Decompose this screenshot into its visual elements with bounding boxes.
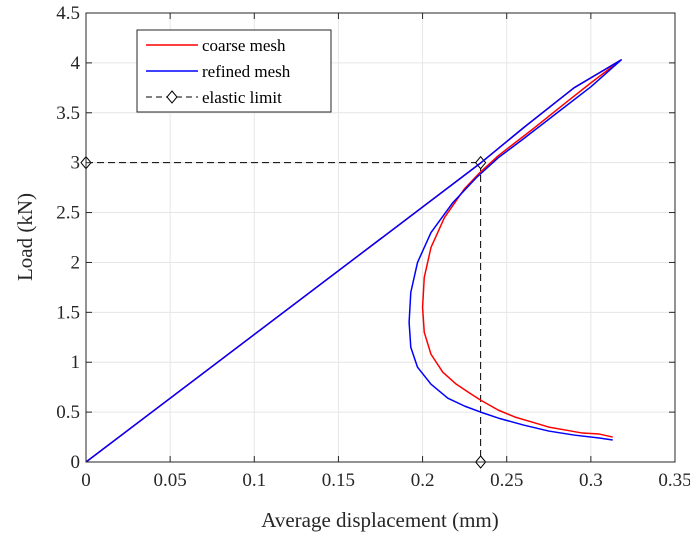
plot-frame	[85, 12, 676, 463]
y-tick-label: 0.5	[56, 402, 80, 423]
y-tick-label: 4.5	[56, 3, 80, 24]
x-tick-label: 0.25	[490, 470, 523, 491]
x-axis-label: Average displacement (mm)	[261, 508, 499, 532]
ticks	[85, 12, 676, 463]
y-tick-label: 4	[71, 53, 81, 74]
y-tick-label: 1	[71, 352, 81, 373]
legend-label-elastic: elastic limit	[202, 88, 282, 107]
x-tick-label: 0.2	[411, 470, 435, 491]
y-tick-label: 1.5	[56, 302, 80, 323]
y-tick-label: 2	[71, 252, 81, 273]
y-tick-label: 2.5	[56, 203, 80, 224]
y-tick-label: 3	[71, 153, 81, 174]
legend-marker-diamond	[166, 90, 178, 104]
y-tick-label: 0	[71, 452, 81, 473]
x-tick-label: 0.35	[658, 470, 690, 491]
x-tick-label: 0.3	[579, 470, 603, 491]
x-tick-label: 0.1	[242, 470, 266, 491]
x-tick-label: 0.15	[322, 470, 355, 491]
legend-label-refined: refined mesh	[202, 62, 291, 81]
legend: coarse mesh refined mesh elastic limit	[136, 29, 332, 113]
y-axis-label: Load (kN)	[13, 193, 37, 281]
series-line-refined-mesh	[85, 59, 622, 463]
x-tick-labels: 0 0.05 0.1 0.15 0.2 0.25 0.3 0.35	[81, 470, 690, 491]
y-tick-label: 3.5	[56, 103, 80, 124]
y-tick-labels: 0 0.5 1 1.5 2 2.5 3 3.5 4 4.5	[56, 3, 80, 473]
x-tick-label: 0.05	[154, 470, 187, 491]
x-tick-label: 0	[81, 470, 91, 491]
series-line-elastic-limit	[86, 162, 482, 462]
legend-label-coarse: coarse mesh	[202, 36, 286, 55]
